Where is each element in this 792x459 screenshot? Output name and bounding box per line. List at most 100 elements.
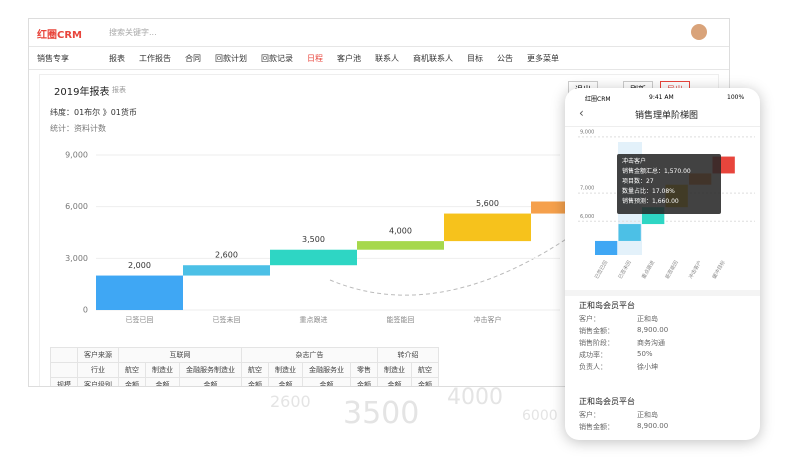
nav-item[interactable]: 客户池 xyxy=(337,54,361,63)
cell: 航空 xyxy=(411,362,439,378)
nav-item[interactable]: 公告 xyxy=(497,54,513,63)
y-tick-label: 6,000 xyxy=(580,214,594,220)
back-button[interactable]: ‹ xyxy=(579,106,584,120)
cell: 互联网 xyxy=(118,347,242,363)
cell: 零售 xyxy=(350,362,378,378)
bar xyxy=(96,275,183,310)
nav-item[interactable]: 工作报告 xyxy=(139,54,171,63)
nav-item[interactable]: 日程 xyxy=(307,54,323,63)
field-value: 正和岛 xyxy=(637,411,658,419)
x-tick-label: 已签已回 xyxy=(593,259,609,280)
report-title: 2019年报表 xyxy=(54,87,110,98)
value-label: 3,500 xyxy=(302,235,325,244)
y-tick-label: 6,000 xyxy=(65,202,88,211)
menu[interactable]: 销售专享 xyxy=(37,54,69,63)
field-label: 销售阶段： xyxy=(579,339,614,347)
reflection: 3500 xyxy=(343,396,420,431)
field-label: 成功率： xyxy=(579,351,607,359)
y-tick-label: 9,000 xyxy=(580,129,594,135)
x-tick-label: 能签能回 xyxy=(387,315,415,324)
nav-item[interactable]: 回款计划 xyxy=(215,54,247,63)
bar xyxy=(595,240,618,255)
data-table: 客户来源 互联网 杂志广告 转介绍 行业 航空 制造业 金融服务制造业 航空 制造业 金融服务业零… xyxy=(50,347,439,386)
field-value: 8,900.00 xyxy=(637,326,669,334)
divider xyxy=(565,290,760,296)
field-value: 正和岛 xyxy=(637,315,658,323)
y-tick-label: 9,000 xyxy=(65,151,88,160)
x-tick-label: 已签已回 xyxy=(126,315,154,324)
report-panel: 2019年报表 报表 退出 刷新 导出 纬度：01布尔 》01货币 统计：资料计… xyxy=(39,74,719,386)
x-tick-label: 能签能回 xyxy=(664,259,680,280)
reflection: 2600 xyxy=(270,392,311,411)
nav-item[interactable]: 商机联系人 xyxy=(413,54,453,63)
bar xyxy=(183,265,270,276)
tooltip: 冲击客户 销售金额汇总：1,570.00 项目数：27 数量占比：17.08% 销售预… xyxy=(617,154,721,214)
mobile-screen: 红圈CRM 9:41 AM 100% ‹ 销售理单阶梯图 正和岛会员平台 客户： 正… xyxy=(565,88,760,440)
x-tick-label: 重点跟进 xyxy=(640,259,656,280)
cell: 制造业 xyxy=(268,362,303,378)
search-box[interactable]: 搜索关键字... xyxy=(109,28,157,37)
cell: 制造业 xyxy=(145,362,180,378)
nav-item[interactable]: 联系人 xyxy=(375,54,399,63)
x-tick-label: 冲击客户 xyxy=(687,259,703,280)
stat: 统计：资料计数 xyxy=(50,124,106,133)
bar xyxy=(357,241,444,250)
field-value: 8,900.00 xyxy=(637,422,669,430)
field-label: 销售金额： xyxy=(579,423,614,431)
x-tick-label: 重点跟进 xyxy=(300,316,328,324)
cell: 航空 xyxy=(118,362,146,378)
field-label: 客户： xyxy=(579,411,600,419)
card-title: 正和岛会员平台 xyxy=(579,397,635,406)
tooltip-line: 数量占比：17.08% xyxy=(622,188,675,195)
reflection: 6000 xyxy=(522,408,558,424)
dimension: 纬度：01布尔 》01货币 xyxy=(50,108,137,117)
y-tick-label: 0 xyxy=(83,306,88,315)
field-label: 销售金额： xyxy=(579,327,614,335)
logo: 红圈CRM xyxy=(37,30,82,41)
nav-item[interactable]: 回款记录 xyxy=(261,54,293,63)
x-tick-label: 已签未回 xyxy=(213,315,241,324)
reflection: 4000 xyxy=(447,385,503,410)
nav-bar: 销售专享 报表 工作报告 合同 回款计划 回款记录 日程 客户池 联系人 商机联系人 目标 公告 更多… xyxy=(29,47,729,70)
field-label: 客户： xyxy=(579,315,600,323)
clock: 9:41 AM xyxy=(649,94,674,101)
top-bar: 红圈CRM 搜索关键字... xyxy=(29,19,729,47)
cell: 金融服务制造业 xyxy=(179,362,242,378)
tooltip-line: 销售预测：1,660.00 xyxy=(622,198,679,205)
connector-arc xyxy=(329,214,601,296)
report-tag: 报表 xyxy=(112,86,126,94)
value-label: 5,600 xyxy=(476,199,499,208)
y-tick-label: 3,000 xyxy=(65,254,88,263)
cell: 金额 xyxy=(411,377,439,386)
nav-item[interactable]: 更多菜单 xyxy=(527,54,559,63)
tooltip-line: 销售金额汇总：1,570.00 xyxy=(622,168,691,175)
nav-item[interactable]: 合同 xyxy=(185,54,201,63)
x-tick-label: 冲击客户 xyxy=(474,315,502,324)
tooltip-line: 项目数：27 xyxy=(622,178,654,185)
bar xyxy=(618,224,641,241)
cell xyxy=(50,362,78,378)
battery: 100% xyxy=(727,94,745,101)
card-title: 正和岛会员平台 xyxy=(579,301,635,310)
value-label: 2,600 xyxy=(215,251,238,260)
avatar[interactable] xyxy=(691,24,707,40)
cell: 金融服务业 xyxy=(302,362,351,378)
x-tick-label: 已签未回 xyxy=(617,259,633,280)
x-tick-label: 缓冲目标 xyxy=(711,259,727,280)
y-tick-label: 7,000 xyxy=(580,186,594,192)
mobile-title: 销售理单阶梯图 xyxy=(635,111,699,121)
value-label: 4,000 xyxy=(389,227,412,236)
bar xyxy=(444,213,531,242)
nav-item[interactable]: 目标 xyxy=(467,54,483,63)
nav-item[interactable]: 报表 xyxy=(109,54,125,63)
divider xyxy=(565,126,760,127)
field-value: 徐小坤 xyxy=(637,363,658,371)
field-value: 50% xyxy=(637,350,653,358)
carrier: 红圈CRM xyxy=(585,96,611,103)
field-label: 负责人： xyxy=(579,363,607,371)
field-value: 商务沟通 xyxy=(637,339,665,347)
bar xyxy=(270,249,357,266)
value-label: 2,000 xyxy=(128,261,151,270)
